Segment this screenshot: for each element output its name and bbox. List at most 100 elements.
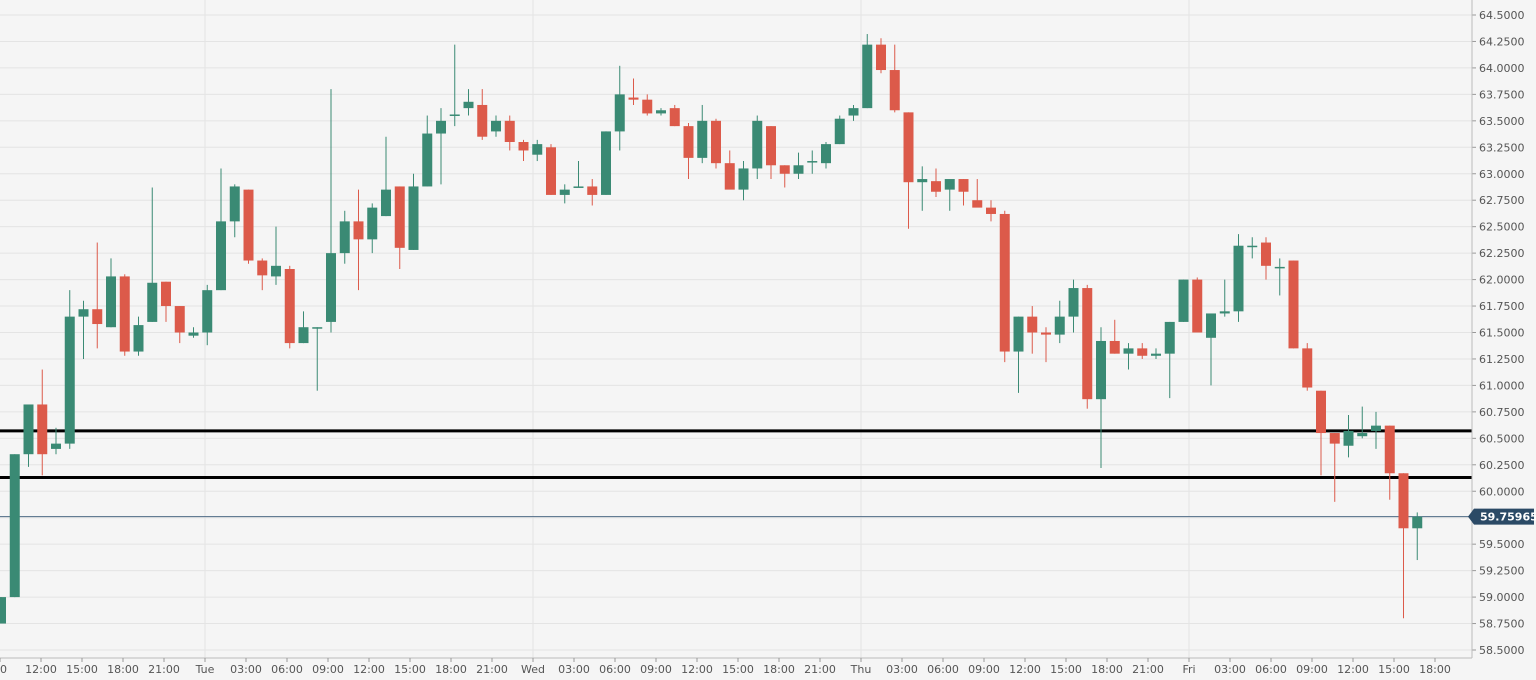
candle xyxy=(92,242,103,349)
candle xyxy=(243,189,254,264)
candle-body xyxy=(587,186,598,195)
candle-body xyxy=(683,126,694,158)
candle xyxy=(394,186,405,269)
candle xyxy=(1412,512,1423,561)
candle xyxy=(656,108,666,116)
candle-body xyxy=(1316,390,1326,434)
candle xyxy=(174,306,185,344)
x-tick-label: 03:00 xyxy=(558,663,590,676)
x-tick-label: 15:00 xyxy=(66,663,98,676)
candle xyxy=(972,179,983,208)
candle xyxy=(1096,327,1106,468)
candle-body xyxy=(834,118,845,145)
candle xyxy=(271,226,281,285)
y-tick-label: 63.5000 xyxy=(1479,115,1525,128)
x-tick-label: 09:00 xyxy=(968,663,1000,676)
candle xyxy=(284,265,295,349)
x-tick-label: 12:00 xyxy=(1337,663,1369,676)
candle xyxy=(559,184,570,204)
candle xyxy=(986,200,996,222)
candle xyxy=(532,139,543,162)
x-tick-label: Thu xyxy=(850,663,872,676)
candle xyxy=(1261,237,1271,280)
candle xyxy=(119,274,130,356)
y-tick-label: 64.0000 xyxy=(1479,62,1525,75)
candle xyxy=(1274,258,1285,296)
candle xyxy=(1398,473,1409,619)
candle-body xyxy=(958,179,969,192)
y-tick-label: 64.5000 xyxy=(1479,9,1525,22)
candle-body xyxy=(326,253,336,322)
candle-body xyxy=(1247,245,1258,248)
candle xyxy=(1357,406,1368,439)
candle-body xyxy=(147,282,158,322)
candle-body xyxy=(642,99,653,114)
candle xyxy=(64,290,75,449)
x-tick-label: 06:00 xyxy=(599,663,631,676)
candle xyxy=(9,454,20,598)
x-tick-label: 18:00 xyxy=(1419,663,1451,676)
candle-body xyxy=(999,213,1010,352)
y-tick-label: 63.0000 xyxy=(1479,168,1525,181)
y-tick-label: 60.2500 xyxy=(1479,459,1525,472)
candle-body xyxy=(1013,316,1024,352)
candle xyxy=(161,281,171,322)
candle xyxy=(821,142,831,169)
x-tick-label: 03:00 xyxy=(230,663,262,676)
candle xyxy=(1041,327,1051,363)
price-badge xyxy=(1468,508,1534,525)
x-tick-label: 21:00 xyxy=(804,663,836,676)
candle-body xyxy=(766,126,776,166)
candle-body xyxy=(216,221,226,291)
y-tick-label: 62.0000 xyxy=(1479,274,1525,287)
x-tick-label: 09:00 xyxy=(312,663,344,676)
candle-body xyxy=(353,221,364,240)
candle xyxy=(931,168,941,198)
x-tick-label: 21:00 xyxy=(1132,663,1164,676)
candle xyxy=(353,189,364,291)
candle xyxy=(504,115,515,151)
candle xyxy=(711,118,721,169)
candle xyxy=(202,284,213,346)
candle-body xyxy=(174,306,185,333)
x-tick-label: Wed xyxy=(521,663,545,676)
candle xyxy=(1302,343,1313,391)
y-tick-label: 63.2500 xyxy=(1479,141,1525,154)
candle-body xyxy=(1137,348,1148,356)
candle-body xyxy=(656,110,666,114)
candle xyxy=(298,311,309,344)
candle xyxy=(628,78,639,105)
candle-body xyxy=(889,70,900,111)
candle xyxy=(573,161,584,188)
candle xyxy=(1233,234,1244,322)
x-tick-label: 21:00 xyxy=(476,663,508,676)
candle-body xyxy=(1398,473,1409,529)
candle-body xyxy=(779,165,790,174)
candle-body xyxy=(1109,340,1120,354)
candle-body xyxy=(381,189,391,217)
candle-body xyxy=(1082,288,1093,400)
candle-body xyxy=(1164,321,1175,354)
candle xyxy=(1329,433,1340,502)
candle xyxy=(1316,390,1326,476)
x-tick-label: Tue xyxy=(195,663,215,676)
y-tick-label: 59.2500 xyxy=(1479,565,1525,578)
candle xyxy=(477,89,488,140)
candle xyxy=(1137,343,1148,359)
candle xyxy=(216,168,226,291)
y-tick-label: 60.7500 xyxy=(1479,406,1525,419)
candle xyxy=(766,126,776,180)
candle xyxy=(1178,279,1189,322)
candle xyxy=(1151,348,1161,359)
candle-body xyxy=(1054,316,1065,335)
x-tick-label: 18:00 xyxy=(1091,663,1123,676)
x-tick-label: 03:00 xyxy=(1214,663,1246,676)
candle-body xyxy=(339,221,350,254)
horizontal-levels xyxy=(0,429,1472,518)
candle xyxy=(834,115,845,145)
x-tick-label: 09:00 xyxy=(640,663,672,676)
candle-body xyxy=(944,179,955,190)
